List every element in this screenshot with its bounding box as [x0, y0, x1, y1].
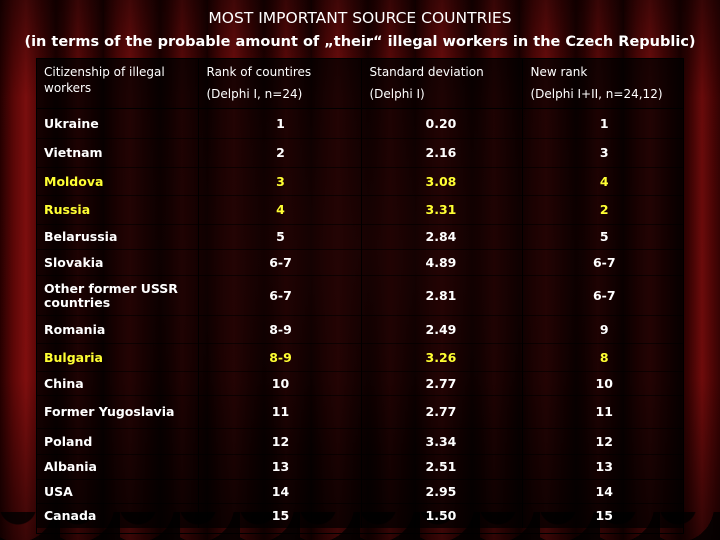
country-cell: Albania	[36, 454, 198, 480]
rank-cell: 6-7	[197, 275, 361, 316]
header-citizenship-line1: Citizenship of illegal	[44, 65, 165, 79]
std-dev-cell: 2.16	[360, 138, 522, 168]
new-rank-cell: 14	[521, 479, 684, 504]
table-row: USA 14 2.95 14	[36, 479, 684, 504]
country-cell: Vietnam	[36, 138, 198, 168]
table-row: Albania 13 2.51 13	[36, 454, 684, 480]
rank-cell: 5	[197, 224, 361, 250]
country-cell: Romania	[36, 315, 198, 344]
new-rank-cell: 9	[521, 315, 684, 344]
header-rank-line1: Rank of countires	[206, 65, 312, 79]
new-rank-cell: 6-7	[521, 249, 684, 276]
header-std-dev-line2: (Delphi I)	[369, 87, 425, 101]
std-dev-cell: 2.95	[360, 479, 522, 504]
new-rank-cell: 3	[521, 138, 684, 168]
table-row: Belarussia 5 2.84 5	[36, 224, 684, 250]
rank-cell: 8-9	[197, 315, 361, 344]
rank-cell: 12	[197, 428, 361, 455]
country-cell: Moldova	[36, 167, 198, 196]
rank-cell: 11	[197, 395, 361, 429]
rank-cell: 15	[197, 503, 361, 528]
new-rank-cell: 5	[521, 224, 684, 250]
rank-cell: 3	[197, 167, 361, 196]
rank-cell: 4	[197, 195, 361, 225]
new-rank-cell: 2	[521, 195, 684, 225]
table-row: Poland 12 3.34 12	[36, 428, 684, 455]
table-row: Ukraine 1 0.20 1	[36, 108, 684, 139]
std-dev-cell: 0.20	[360, 108, 522, 139]
country-cell: Poland	[36, 428, 198, 455]
header-citizenship: Citizenship of illegal workers	[36, 58, 198, 109]
table-row: Former Yugoslavia 11 2.77 11	[36, 395, 684, 429]
slide-subtitle: (in terms of the probable amount of „the…	[24, 34, 696, 50]
country-cell: Belarussia	[36, 224, 198, 250]
std-dev-cell: 2.77	[360, 371, 522, 396]
rank-cell: 10	[197, 371, 361, 396]
country-cell: Canada	[36, 503, 198, 528]
table-row: Slovakia 6-7 4.89 6-7	[36, 249, 684, 276]
new-rank-cell: 1	[521, 108, 684, 139]
header-std-dev: Standard deviation (Delphi I)	[360, 58, 522, 109]
header-new-rank-line2: (Delphi I+II, n=24,12)	[530, 87, 663, 101]
std-dev-cell: 2.77	[360, 395, 522, 429]
new-rank-cell: 8	[521, 343, 684, 372]
new-rank-cell: 11	[521, 395, 684, 429]
header-rank-line2: (Delphi I, n=24)	[206, 87, 303, 101]
header-citizenship-line2: workers	[44, 81, 92, 95]
table-header-row: Citizenship of illegal workers Rank of c…	[36, 58, 684, 109]
rank-cell: 13	[197, 454, 361, 480]
std-dev-cell: 2.51	[360, 454, 522, 480]
table-row: China 10 2.77 10	[36, 371, 684, 396]
new-rank-cell: 12	[521, 428, 684, 455]
country-cell: Ukraine	[36, 108, 198, 139]
country-cell: USA	[36, 479, 198, 504]
std-dev-cell: 2.81	[360, 275, 522, 316]
new-rank-cell: 15	[521, 503, 684, 528]
std-dev-cell: 3.34	[360, 428, 522, 455]
header-rank: Rank of countires (Delphi I, n=24)	[197, 58, 361, 109]
std-dev-cell: 1.50	[360, 503, 522, 528]
std-dev-cell: 3.08	[360, 167, 522, 196]
std-dev-cell: 3.26	[360, 343, 522, 372]
country-cell: Other former USSR countries	[36, 275, 198, 316]
header-new-rank: New rank (Delphi I+II, n=24,12)	[521, 58, 684, 109]
country-cell: Slovakia	[36, 249, 198, 276]
std-dev-cell: 2.49	[360, 315, 522, 344]
table-row: Other former USSR countries 6-7 2.81 6-7	[36, 275, 684, 316]
new-rank-cell: 13	[521, 454, 684, 480]
rank-cell: 6-7	[197, 249, 361, 276]
new-rank-cell: 6-7	[521, 275, 684, 316]
table-row: Bulgaria 8-9 3.26 8	[36, 343, 684, 372]
rank-cell: 8-9	[197, 343, 361, 372]
country-cell: Russia	[36, 195, 198, 225]
new-rank-cell: 4	[521, 167, 684, 196]
table-row: Moldova 3 3.08 4	[36, 167, 684, 196]
source-countries-table: Citizenship of illegal workers Rank of c…	[36, 58, 684, 528]
table-row: Vietnam 2 2.16 3	[36, 138, 684, 168]
country-cell: Former Yugoslavia	[36, 395, 198, 429]
slide-title: MOST IMPORTANT SOURCE COUNTRIES	[208, 9, 512, 27]
table-row: Canada 15 1.50 15	[36, 503, 684, 528]
rank-cell: 1	[197, 108, 361, 139]
country-cell: Bulgaria	[36, 343, 198, 372]
std-dev-cell: 2.84	[360, 224, 522, 250]
header-new-rank-line1: New rank	[530, 65, 588, 79]
header-std-dev-line1: Standard deviation	[369, 65, 484, 79]
std-dev-cell: 3.31	[360, 195, 522, 225]
country-cell: China	[36, 371, 198, 396]
std-dev-cell: 4.89	[360, 249, 522, 276]
table-row: Russia 4 3.31 2	[36, 195, 684, 225]
new-rank-cell: 10	[521, 371, 684, 396]
table-row: Romania 8-9 2.49 9	[36, 315, 684, 344]
rank-cell: 14	[197, 479, 361, 504]
rank-cell: 2	[197, 138, 361, 168]
